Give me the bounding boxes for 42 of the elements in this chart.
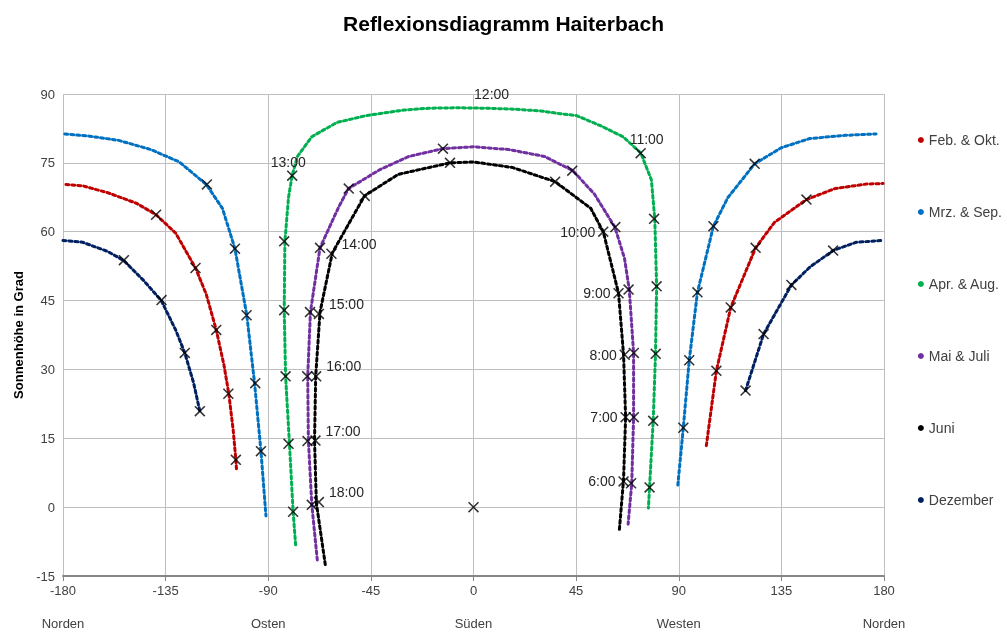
- y-tick-label: 15: [40, 430, 55, 446]
- x-tick-label: 0: [469, 583, 478, 598]
- legend-label: Dezember: [928, 492, 994, 508]
- y-tick-label: 90: [40, 86, 55, 102]
- chart-title: Reflexionsdiagramm Haiterbach: [343, 12, 664, 35]
- x-tick-label: 135: [770, 583, 793, 598]
- y-tick-label: 30: [40, 361, 55, 377]
- legend-label: Feb. & Okt.: [928, 132, 1000, 148]
- legend-label: Apr. & Aug.: [928, 276, 999, 292]
- text: Westen: [656, 616, 701, 631]
- annotation: 12:00: [474, 86, 510, 103]
- annotation: 14:00: [341, 235, 377, 252]
- x-tick-label: 180: [873, 583, 895, 598]
- text: Osten: [250, 616, 286, 631]
- annotation: 8:00: [589, 346, 617, 363]
- legend-label: Mai & Juli: [928, 348, 990, 364]
- x-tick-label: 90: [671, 583, 686, 598]
- text: Norden: [41, 616, 85, 631]
- x-tick-label: -90: [258, 583, 278, 598]
- y-tick-label: 60: [40, 224, 55, 240]
- annotation: 11:00: [629, 131, 664, 148]
- y-tick-label: 45: [40, 293, 55, 309]
- x-tick-label: 45: [568, 583, 584, 598]
- annotation: 6:00: [588, 473, 616, 490]
- y-tick-label: -15: [36, 568, 55, 584]
- annotation: 9:00: [583, 285, 611, 302]
- x-tick-label: -180: [49, 583, 77, 598]
- x-tick-label: -135: [152, 583, 179, 598]
- text: Süden: [454, 616, 493, 631]
- annotation: 17:00: [325, 422, 361, 439]
- annotation: 18:00: [328, 484, 365, 501]
- annotation: 10:00: [560, 223, 596, 240]
- y-axis-title: Sonnenhöhe in Grad: [11, 271, 26, 399]
- y-tick-label: 75: [40, 155, 55, 171]
- legend-label: Juni: [928, 420, 955, 436]
- text: Norden: [862, 616, 906, 631]
- annotation: 7:00: [590, 409, 618, 426]
- annotation: 15:00: [328, 295, 365, 312]
- annotation: 16:00: [326, 358, 362, 375]
- legend-label: Mrz. & Sep.: [928, 204, 1003, 220]
- y-tick-label: 0: [47, 499, 55, 515]
- x-tick-label: -45: [361, 583, 381, 598]
